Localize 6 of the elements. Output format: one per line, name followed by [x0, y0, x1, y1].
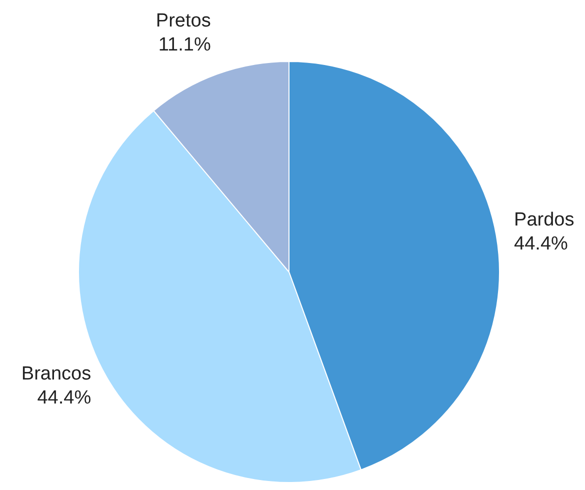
- data-label: 11.1%: [158, 34, 211, 56]
- slice-label: Brancos: [21, 363, 92, 384]
- data-label: 44.4%: [514, 234, 568, 255]
- slice-label: Pardos: [514, 210, 574, 231]
- slice-label: Pretos: [156, 10, 211, 32]
- data-label: 44.4%: [37, 387, 92, 408]
